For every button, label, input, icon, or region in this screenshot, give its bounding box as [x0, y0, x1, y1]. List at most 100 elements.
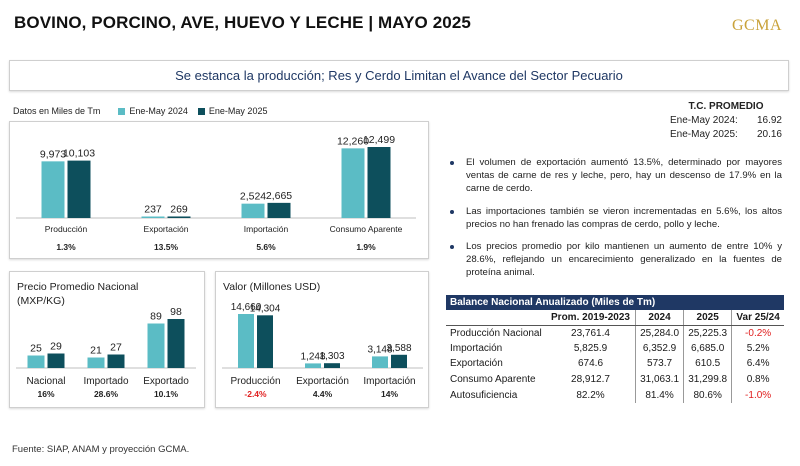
table-cell-y2025: 610.5 — [683, 356, 732, 372]
exchange-rate-value: 20.16 — [756, 129, 782, 140]
bullet-imports: Las importaciones también se vieron incr… — [448, 205, 782, 231]
volume-chart-panel: 9,973 10,103 Producción 1.3% 237 269 Exportaci… — [9, 121, 429, 259]
headline-text: Se estanca la producción; Res y Cerdo Li… — [175, 68, 623, 83]
gcma-logo: GCMA — [732, 17, 783, 34]
bar-2025 — [324, 363, 340, 368]
change-label: 4.4% — [313, 389, 333, 399]
category-label: Exportado — [143, 376, 189, 387]
category-label: Producción — [230, 376, 280, 387]
source-footnote: Fuente: SIAP, ANAM y proyección GCMA. — [12, 444, 190, 455]
table-cell-y2024: 81.4% — [634, 387, 684, 403]
bar-value-label: 12,499 — [363, 134, 395, 146]
table-cell-var: 5.2% — [731, 340, 784, 357]
table-header-cell: Var 25/24 — [731, 310, 784, 326]
table-header-cell — [446, 310, 546, 326]
price-chart-title: Precio Promedio Nacional (MXP/KG) — [17, 281, 139, 307]
table-row: Importación 5,825.9 6,352.9 6,685.0 5.2% — [446, 340, 784, 357]
exchange-rate-row: Ene-May 2025: 20.16 — [670, 128, 782, 142]
change-label: 16% — [37, 389, 54, 399]
bar-2025 — [167, 319, 185, 368]
bar-2025 — [267, 202, 291, 218]
bar-value-label: 3,148 — [367, 344, 392, 355]
category-label: Importación — [244, 224, 289, 234]
exchange-rate-row: Ene-May 2024: 16.92 — [670, 114, 782, 128]
chart-legend: Datos en Miles de Tm Ene-May 2024 Ene-Ma… — [13, 106, 277, 116]
change-label: 10.1% — [154, 389, 179, 399]
bar-2025 — [67, 160, 91, 218]
category-label: Nacional — [27, 376, 66, 387]
table-caption: Balance Nacional Anualizado (Miles de Tm… — [446, 295, 784, 310]
table-cell-prom: 82.2% — [576, 389, 605, 401]
table-cell-y2024: 25,284.0 — [634, 325, 684, 341]
exchange-rate-box: T.C. PROMEDIO Ene-May 2024: 16.92 Ene-Ma… — [670, 101, 782, 142]
bar-value-label: 29 — [50, 341, 62, 353]
bar-2024 — [147, 323, 165, 368]
bar-value-label: 89 — [150, 311, 162, 323]
category-label: Importación — [363, 376, 415, 387]
category-label: Exportación — [144, 224, 189, 234]
exchange-rate-label: Ene-May 2025: — [670, 129, 738, 140]
table-cell-prom: 28,912.7 — [571, 374, 610, 386]
bar-value-label: 25 — [30, 343, 42, 355]
bar-2025 — [167, 216, 191, 218]
exchange-rate-title: T.C. PROMEDIO — [688, 101, 764, 112]
table-cell-var: -1.0% — [731, 387, 784, 403]
table-header-row: Prom. 2019-2023 2024 2025 Var 25/24 — [446, 310, 784, 326]
table-row: Exportación 674.6 573.7 610.5 6.4% — [446, 356, 784, 372]
table-row: Consumo Aparente 28,912.7 31,063.1 31,299.8… — [446, 371, 784, 388]
headline-box: Se estanca la producción; Res y Cerdo Li… — [9, 60, 789, 91]
change-label: -2.4% — [244, 389, 267, 399]
table-cell-var: 0.8% — [731, 371, 784, 388]
bar-2025 — [367, 147, 391, 218]
table-cell-prom: 23,761.4 — [571, 327, 610, 339]
table-cell-y2025: 6,685.0 — [683, 340, 732, 357]
bar-2025 — [47, 353, 65, 368]
legend-label-2024: Ene-May 2024 — [129, 106, 188, 116]
bar-2025 — [107, 354, 125, 368]
change-label: 13.5% — [154, 242, 179, 252]
bar-2024 — [305, 363, 321, 368]
bar-2024 — [27, 355, 45, 368]
bar-2024 — [372, 356, 388, 368]
category-label: Producción — [45, 224, 88, 234]
table-header-cell: 2025 — [683, 310, 732, 326]
category-label: Exportación — [296, 376, 349, 387]
value-chart-title: Valor (Millones USD) — [223, 281, 321, 293]
change-label: 28.6% — [94, 389, 119, 399]
change-label: 5.6% — [256, 242, 276, 252]
bar-value-label: 98 — [170, 306, 182, 318]
bar-2024 — [238, 314, 254, 368]
table-cell-y2024: 6,352.9 — [634, 340, 684, 357]
table-cell-label: Autosuficiencia — [450, 389, 518, 401]
bar-value-label: 1,303 — [319, 351, 344, 362]
bar-value-label: 3,588 — [386, 343, 411, 354]
key-findings-list: El volumen de exportación aumentó 13.5%,… — [448, 156, 782, 289]
category-label: Consumo Aparente — [330, 224, 403, 234]
table-header-cell: Prom. 2019-2023 — [546, 310, 636, 326]
price-chart: 25 29 Nacional 16% 21 27 Importado 28.6% 89 98 Exp… — [16, 306, 196, 399]
bar-2024 — [41, 161, 65, 218]
table-cell-y2025: 25,225.3 — [683, 325, 732, 341]
table-cell-prom: 5,825.9 — [573, 342, 608, 354]
table-cell-label: Consumo Aparente — [450, 374, 536, 386]
bar-value-label: 10,103 — [63, 148, 95, 160]
category-label: Importado — [83, 376, 128, 387]
bar-value-label: 1,248 — [300, 351, 325, 362]
legend-item-2024: Ene-May 2024 — [118, 106, 188, 116]
exchange-rate-value: 16.92 — [756, 115, 782, 126]
bar-2024 — [87, 357, 105, 368]
change-label: 1.9% — [356, 242, 376, 252]
table-cell-y2025: 31,299.8 — [683, 371, 732, 388]
table-header-cell: 2024 — [634, 310, 684, 326]
bar-2025 — [391, 354, 407, 368]
table-cell-prom: 674.6 — [577, 358, 604, 370]
legend-swatch-2024 — [118, 107, 126, 115]
bar-value-label: 237 — [144, 204, 162, 216]
bar-value-label: 21 — [90, 345, 102, 357]
table-cell-var: 6.4% — [731, 356, 784, 372]
table-cell-y2024: 31,063.1 — [634, 371, 684, 388]
exchange-rate-label: Ene-May 2024: — [670, 115, 738, 126]
table-cell-y2024: 573.7 — [634, 356, 684, 372]
bullet-prices: Los precios promedio por kilo mantienen … — [448, 240, 782, 280]
